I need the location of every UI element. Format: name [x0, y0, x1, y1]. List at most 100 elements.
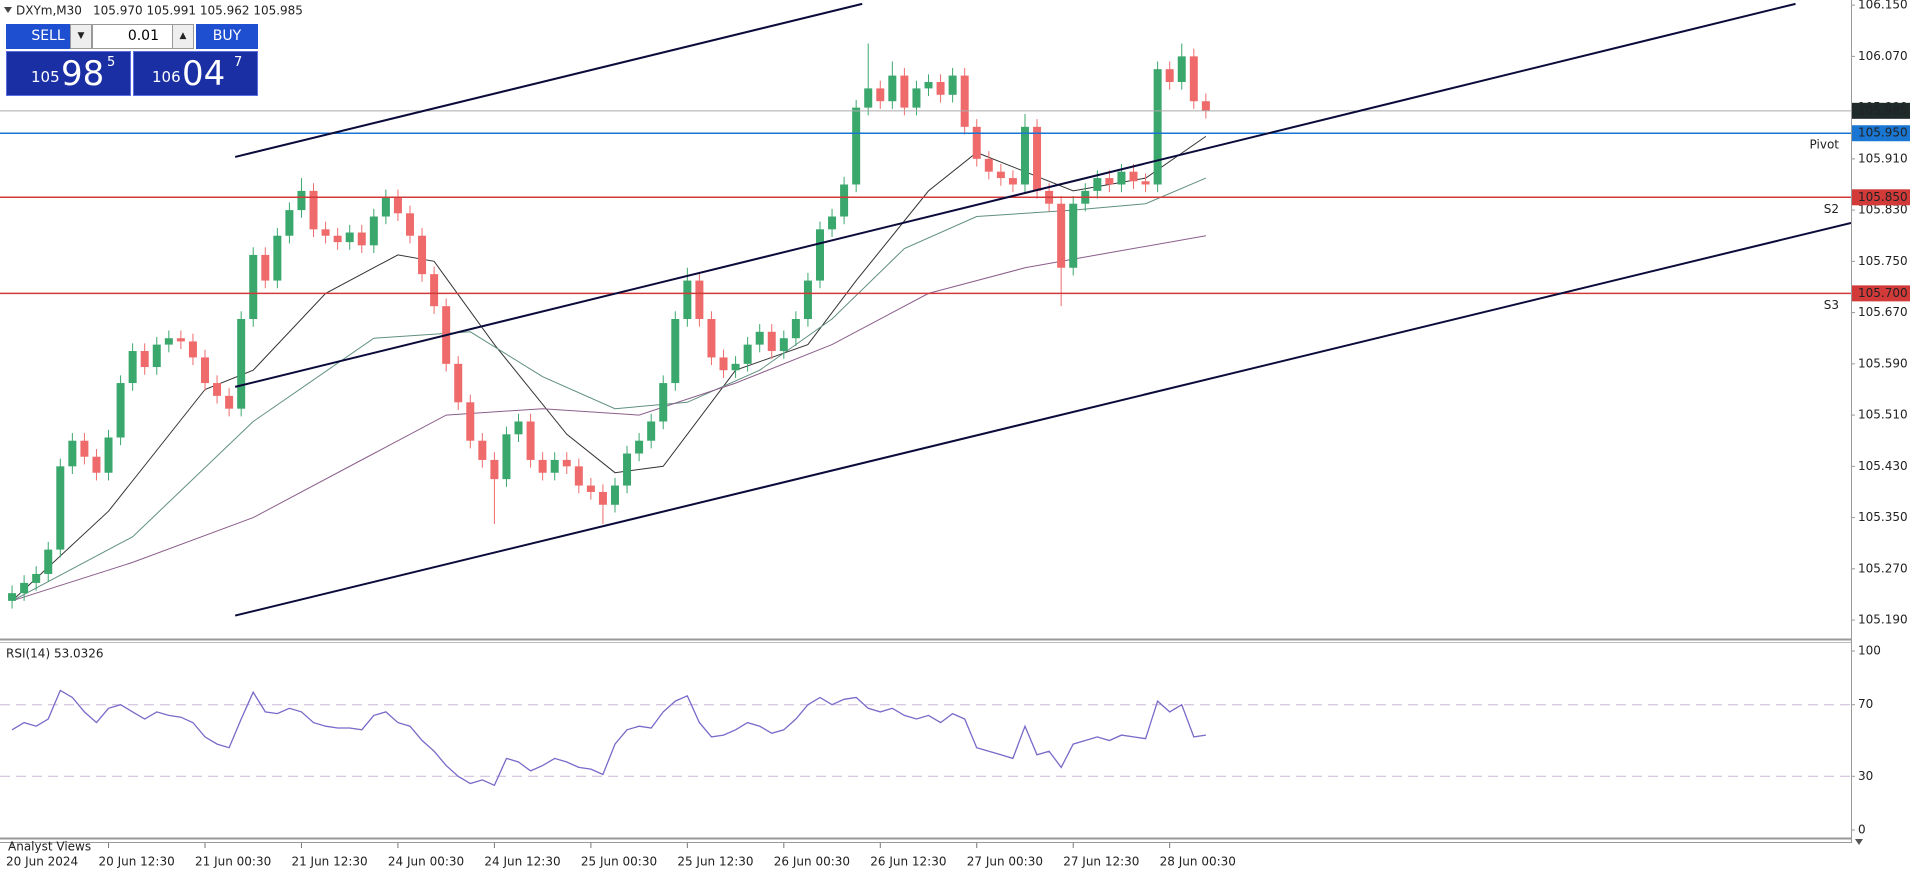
rsi-title: RSI(14) 53.0326 — [6, 647, 104, 661]
candle-body — [152, 344, 161, 368]
trendline — [234, 221, 1851, 617]
candle-body — [1093, 178, 1102, 191]
y-tick-label: 0 — [1858, 823, 1866, 837]
candle-body — [1129, 171, 1138, 182]
candle-body — [526, 421, 535, 460]
candle-body — [104, 437, 113, 473]
price-handle: 105 — [31, 68, 60, 86]
candle-body — [731, 363, 740, 371]
candle-body — [116, 383, 125, 438]
candle-body — [80, 440, 89, 457]
candle-body — [393, 197, 402, 214]
trade-panel: SELL ▼ 0.01 ▲ BUY 105 98 5 106 04 7 — [6, 24, 258, 96]
buy-price[interactable]: 106 04 7 — [133, 51, 258, 96]
level-price-box — [1852, 125, 1910, 142]
candle-body — [381, 197, 390, 217]
level-price-label: 105.850 — [1858, 190, 1908, 204]
x-tick-label: 20 Jun 12:30 — [99, 855, 175, 869]
level-price-box — [1852, 189, 1910, 206]
candle-body — [1177, 56, 1186, 82]
axis-scroll-icon[interactable] — [1855, 839, 1863, 845]
candle-body — [598, 491, 607, 505]
candle-body — [623, 453, 632, 486]
candle-body — [1020, 126, 1029, 185]
candle-body — [972, 126, 981, 159]
candle-body — [803, 280, 812, 319]
candle-body — [309, 190, 318, 230]
y-tick-label: 105.750 — [1858, 254, 1908, 268]
candle-body — [1033, 126, 1042, 191]
candle-body — [586, 485, 595, 492]
candle-body — [550, 459, 559, 473]
candle-body — [32, 573, 41, 583]
y-tick-label: 30 — [1858, 769, 1873, 783]
x-tick-label: 25 Jun 00:30 — [581, 855, 657, 869]
y-tick-label: 105.590 — [1858, 356, 1908, 370]
x-tick-label: 27 Jun 00:30 — [967, 855, 1043, 869]
last-price-box — [1852, 102, 1910, 119]
candle-body — [900, 75, 909, 108]
candle-body — [924, 81, 933, 89]
analyst-views-tab[interactable]: Analyst Views — [8, 840, 91, 854]
quote: 105.970 105.991 105.962 105.985 — [93, 4, 303, 18]
candle-body — [20, 582, 29, 594]
buy-button[interactable]: BUY — [196, 24, 258, 49]
price-handle: 106 — [152, 68, 181, 86]
candle-body — [948, 75, 957, 95]
y-tick-label: 105.270 — [1858, 561, 1908, 575]
candle-body — [490, 459, 499, 480]
sell-price[interactable]: 105 98 5 — [6, 51, 131, 96]
y-tick-label: 105.510 — [1858, 408, 1908, 422]
moving-average — [11, 177, 1207, 602]
level-tag: S3 — [1824, 298, 1839, 312]
moving-average — [11, 135, 1207, 602]
price-pips: 98 — [61, 54, 105, 94]
candle-body — [1189, 56, 1198, 102]
candle-body — [719, 357, 728, 371]
menu-icon[interactable] — [4, 7, 12, 13]
candle-body — [188, 341, 197, 358]
candle-body — [8, 593, 17, 601]
x-tick-label: 25 Jun 12:30 — [677, 855, 753, 869]
candle-body — [273, 235, 282, 281]
candle-body — [683, 280, 692, 319]
volume-down[interactable]: ▼ — [70, 24, 92, 49]
candle-body — [912, 88, 921, 108]
candle-body — [538, 459, 547, 473]
candle-body — [936, 81, 945, 95]
candle-body — [671, 319, 680, 384]
x-tick-label: 21 Jun 00:30 — [195, 855, 271, 869]
candle-body — [876, 88, 885, 102]
candle-body — [164, 338, 173, 345]
level-price-box — [1852, 285, 1910, 302]
y-tick-label: 106.150 — [1858, 0, 1908, 12]
candle-body — [852, 107, 861, 185]
x-tick-label: 26 Jun 00:30 — [774, 855, 850, 869]
rsi-line — [11, 689, 1206, 787]
candle-body — [44, 549, 53, 574]
candle-body — [140, 351, 149, 368]
candle-body — [610, 485, 619, 505]
y-tick-label: 105.910 — [1858, 151, 1908, 165]
candle-body — [200, 357, 209, 384]
candle-body — [659, 383, 668, 422]
candle-body — [960, 75, 969, 127]
candle-body — [635, 440, 644, 454]
level-tag: Pivot — [1810, 138, 1840, 152]
x-tick-label: 21 Jun 12:30 — [291, 855, 367, 869]
candle-body — [333, 235, 342, 243]
candle-body — [418, 235, 427, 275]
candle-body — [840, 184, 849, 217]
candle-body — [574, 466, 583, 486]
candle-body — [996, 171, 1005, 179]
candle-body — [285, 210, 294, 236]
candle-body — [767, 331, 776, 352]
x-tick-label: 24 Jun 12:30 — [484, 855, 560, 869]
volume-up[interactable]: ▲ — [172, 24, 194, 49]
level-price-label: 105.950 — [1858, 126, 1908, 140]
x-tick-label: 28 Jun 00:30 — [1160, 855, 1236, 869]
